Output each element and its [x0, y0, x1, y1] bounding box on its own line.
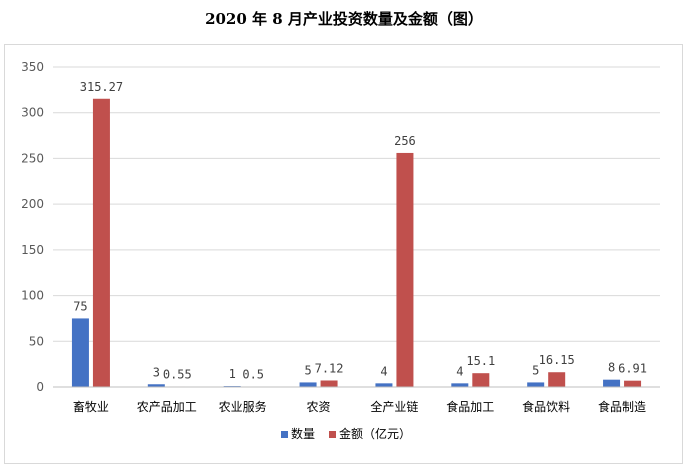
data-label-amount: 0.5 — [242, 368, 264, 382]
data-label-count: 4 — [456, 364, 463, 378]
data-label-amount: 6.91 — [618, 362, 647, 376]
legend-label: 金额（亿元） — [339, 426, 411, 441]
y-tick-label: 250 — [21, 151, 44, 165]
y-axis: 0 50 100 150 200 250 300 350 — [21, 60, 44, 394]
y-tick-label: 150 — [21, 243, 44, 257]
y-tick-label: 200 — [21, 197, 44, 211]
bar-count — [147, 384, 165, 387]
gridlines — [53, 66, 660, 342]
bar-count — [603, 379, 621, 387]
x-category-label: 全产业链 — [370, 399, 418, 414]
bar-amount — [92, 98, 110, 387]
data-label-amount: 16.15 — [539, 353, 575, 367]
bar-amount — [396, 152, 414, 387]
x-category-label: 食品加工 — [446, 399, 494, 414]
x-category-label: 食品制造 — [598, 399, 646, 414]
bar-count — [527, 382, 545, 387]
y-tick-label: 100 — [21, 289, 44, 303]
data-label-count: 4 — [380, 364, 387, 378]
bar-count — [299, 382, 317, 387]
y-tick-label: 350 — [21, 60, 44, 74]
legend-swatch — [281, 431, 288, 438]
data-label-count: 5 — [304, 363, 311, 377]
data-label-amount: 315.27 — [80, 80, 123, 94]
data-label-count: 1 — [229, 367, 236, 381]
y-tick-label: 300 — [21, 106, 44, 120]
legend-swatch — [329, 431, 336, 438]
legend: 数量 金额（亿元） — [281, 426, 411, 441]
data-label-amount: 256 — [394, 134, 416, 148]
x-category-label: 食品饮料 — [522, 399, 570, 414]
bar-count — [71, 318, 89, 387]
bar-count — [375, 383, 393, 387]
bars — [71, 98, 642, 387]
data-label-count: 8 — [608, 361, 615, 375]
bar-amount — [624, 380, 642, 387]
data-label-count: 5 — [532, 363, 539, 377]
x-category-label: 农产品加工 — [137, 400, 197, 414]
data-label-count: 3 — [153, 365, 160, 379]
y-tick-label: 50 — [29, 334, 44, 348]
chart-title: 2020 年 8 月产业投资数量及金额（图） — [205, 10, 483, 28]
bar-amount — [320, 380, 338, 387]
data-label-amount: 0.55 — [163, 367, 192, 381]
legend-label: 数量 — [291, 426, 315, 441]
x-category-label: 农业服务 — [219, 399, 267, 414]
y-tick-label: 0 — [36, 380, 44, 394]
bar-amount — [472, 373, 490, 387]
data-label-amount: 15.1 — [466, 354, 495, 368]
bar-count — [451, 383, 469, 387]
chart-frame — [4, 44, 683, 464]
data-label-count: 75 — [73, 299, 87, 313]
bar-amount — [548, 372, 566, 387]
x-category-label: 农资 — [307, 400, 331, 414]
x-axis: 畜牧业 农产品加工 农业服务 农资 全产业链 食品加工 食品饮料 食品制造 — [53, 386, 660, 414]
data-label-amount: 7.12 — [315, 361, 344, 375]
x-category-label: 畜牧业 — [73, 399, 109, 414]
